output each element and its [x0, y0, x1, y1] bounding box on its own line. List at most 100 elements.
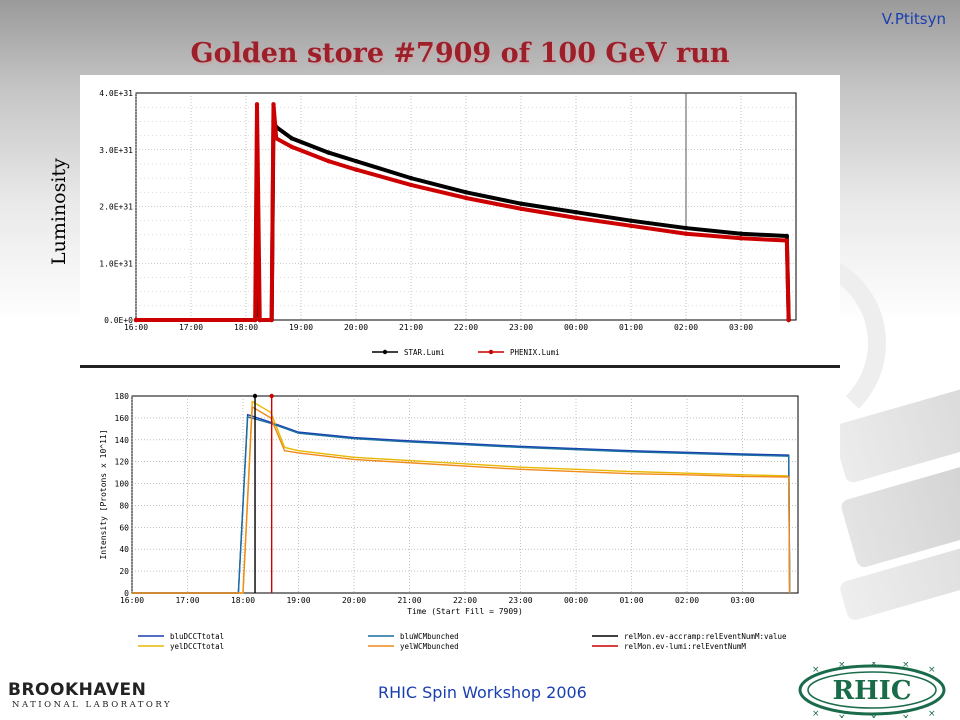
y-tick-label: 160: [115, 414, 130, 423]
series-line: [132, 400, 791, 594]
series-line: [132, 406, 791, 594]
brookhaven-logo: BROOKHAVEN NATIONAL LABORATORY: [8, 680, 172, 710]
legend-marker: [488, 349, 494, 355]
x-tick-label: 02:00: [674, 323, 698, 332]
y-tick-label: 60: [119, 523, 129, 532]
data-point: [274, 136, 279, 141]
data-point: [326, 158, 331, 164]
svg-text:×: ×: [902, 713, 910, 718]
data-point: [252, 317, 258, 323]
data-point: [738, 236, 744, 241]
x-axis-label: Time (Start Fill = 7909): [407, 607, 523, 616]
x-tick-label: 19:00: [289, 323, 313, 332]
plot-area: [131, 395, 799, 594]
data-point: [573, 209, 579, 215]
svg-text:×: ×: [838, 713, 846, 718]
data-point: [628, 223, 634, 228]
y-tick-label: 4.0E+31: [99, 89, 133, 98]
rhic-logo-text: RHIC: [832, 676, 911, 706]
svg-text:×: ×: [838, 662, 846, 670]
intensity-chart-panel: 0 20 40 60 80 100 120 140 160 180 16:00 17:00 18:00 1…: [80, 383, 840, 663]
legend-label: PHENIX.Lumi: [510, 348, 560, 357]
data-point: [252, 393, 258, 399]
x-tick-label: 17:00: [175, 596, 199, 605]
y-tick-label: 100: [115, 480, 130, 489]
legend-label: STAR.Lumi: [404, 348, 445, 357]
x-tick-label: 22:00: [454, 323, 478, 332]
data-point: [326, 150, 331, 155]
legend-label: relMon.ev-accramp:relEventNumM:value: [624, 632, 787, 641]
x-tick-label: 17:00: [179, 323, 203, 332]
svg-text:×: ×: [928, 709, 936, 718]
data-point: [408, 175, 414, 181]
data-point: [254, 102, 260, 107]
y-tick-label: 120: [115, 458, 130, 467]
y-tick-label: 0: [124, 589, 129, 598]
data-point: [353, 158, 359, 164]
data-point: [683, 225, 689, 231]
svg-text:×: ×: [870, 713, 878, 718]
luminosity-axis-label: Luminosity: [48, 158, 70, 265]
x-tick-label: 16:00: [124, 323, 148, 332]
y-tick-label: 140: [115, 436, 130, 445]
y-axis-label: Intensity [Protons x 10^11]: [99, 429, 108, 559]
rhic-logo: × × × × × × × × × × RHIC: [798, 662, 946, 718]
data-point: [518, 206, 524, 211]
x-tick-label: 20:00: [342, 596, 366, 605]
x-tick-label: 19:00: [286, 596, 310, 605]
svg-text:×: ×: [812, 709, 820, 718]
data-point: [784, 233, 790, 239]
data-point: [683, 231, 689, 236]
y-tick-label: 80: [119, 501, 129, 510]
data-point: [628, 218, 634, 223]
luminosity-chart-panel: 0.0E+0 1.0E+31 2.0E+31 3.0E+31 4.0E+31 16:00 1…: [80, 75, 840, 368]
data-point: [518, 201, 524, 206]
data-point: [463, 195, 469, 201]
y-tick-label: 180: [115, 392, 130, 401]
data-point: [353, 167, 359, 172]
svg-text:×: ×: [812, 665, 820, 675]
data-point: [133, 317, 139, 323]
brookhaven-logo-subtext: NATIONAL LABORATORY: [12, 700, 173, 710]
data-point: [738, 231, 744, 236]
slide-title: Golden store #7909 of 100 GeV run: [190, 38, 730, 69]
x-tick-label: 23:00: [509, 323, 533, 332]
x-tick-label: 18:00: [231, 596, 255, 605]
data-point: [573, 215, 579, 221]
legend-label: bluDCCTtotal: [170, 632, 224, 641]
brookhaven-logo-text: BROOKHAVEN: [8, 680, 147, 700]
x-tick-label: 16:00: [120, 596, 144, 605]
author-label: V.Ptitsyn: [881, 10, 946, 28]
legend-label: yelDCCTtotal: [170, 642, 224, 651]
luminosity-chart: 0.0E+0 1.0E+31 2.0E+31 3.0E+31 4.0E+31 16:00 1…: [99, 89, 797, 357]
x-tick-label: 21:00: [397, 596, 421, 605]
x-tick-label: 00:00: [564, 323, 588, 332]
y-tick-label: 0.0E+0: [104, 316, 133, 325]
data-point: [786, 317, 791, 323]
x-tick-label: 22:00: [453, 596, 477, 605]
data-point: [269, 393, 274, 399]
data-point: [269, 317, 274, 323]
data-point: [271, 102, 276, 107]
data-point: [289, 144, 295, 150]
legend-label: relMon.ev-lumi:relEventNumM: [624, 642, 746, 651]
y-tick-label: 40: [119, 545, 129, 554]
x-tick-label: 01:00: [619, 323, 643, 332]
x-tick-label: 21:00: [399, 323, 423, 332]
footer-text: RHIC Spin Workshop 2006: [378, 683, 587, 702]
y-tick-label: 3.0E+31: [99, 146, 133, 155]
y-tick-label: 2.0E+31: [99, 203, 133, 212]
x-tick-label: 18:00: [234, 323, 258, 332]
x-tick-label: 20:00: [344, 323, 368, 332]
data-point: [408, 182, 414, 188]
y-tick-label: 1.0E+31: [99, 259, 133, 268]
x-tick-label: 03:00: [730, 596, 754, 605]
legend-label: yelWCMbunched: [400, 642, 459, 651]
data-point: [289, 136, 295, 141]
x-tick-label: 01:00: [619, 596, 643, 605]
intensity-chart: 0 20 40 60 80 100 120 140 160 180 16:00 17:00 18:00 1…: [99, 392, 799, 651]
x-tick-label: 23:00: [508, 596, 532, 605]
x-tick-label: 02:00: [675, 596, 699, 605]
x-tick-label: 00:00: [564, 596, 588, 605]
data-point: [784, 238, 790, 243]
